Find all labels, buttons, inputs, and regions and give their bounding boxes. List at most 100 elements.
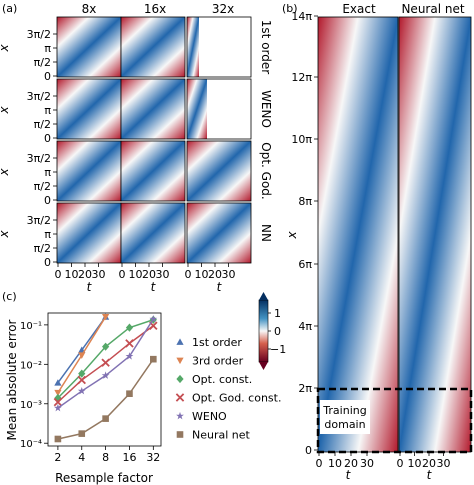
heatmap-fill — [187, 203, 251, 263]
legend-label: Opt. God. const. — [192, 392, 281, 405]
panel-c-ytick: 10⁻¹ — [20, 321, 42, 332]
data-point — [102, 313, 110, 321]
panel-b-xtick: 30 — [437, 457, 451, 470]
series-opt-const- — [54, 315, 157, 403]
panel-a-ytick: π/2 — [34, 180, 51, 193]
training-domain-label-line1: Training — [322, 404, 366, 417]
panel-b-heatmaps — [317, 16, 472, 453]
panel-c-ytick: 10⁻² — [20, 360, 42, 371]
panel-a-xtick: 10 — [195, 268, 209, 281]
panel-a-ytick: 3π/2 — [27, 152, 51, 165]
panel-a-ylabel: x — [0, 168, 11, 177]
panel-c-label: (c) — [2, 290, 17, 303]
panel-a-ylabel: x — [0, 44, 11, 53]
data-point — [54, 435, 62, 443]
panel-a-ytick: π — [44, 166, 51, 179]
panel-c-xlabel: Resample factor — [55, 471, 153, 485]
data-point — [77, 386, 86, 395]
series-3rd-order — [54, 313, 110, 397]
data-point — [125, 339, 134, 348]
data-point — [78, 352, 86, 359]
colorbar-gradient — [258, 299, 269, 363]
panel-a-ytick: π/2 — [34, 56, 51, 69]
legend-marker — [176, 374, 184, 384]
heatmap-fill — [121, 141, 185, 201]
heatmap-fill — [57, 203, 121, 263]
heatmap-frame — [120, 140, 186, 202]
heatmap-fill — [57, 79, 121, 139]
data-point — [126, 390, 133, 397]
series-neural-net — [54, 355, 157, 443]
panel-a-row-title-first-order: 1st order — [259, 20, 273, 74]
panel-c-ytick: 10⁻³ — [20, 400, 42, 411]
heatmap-weno-16x — [120, 78, 186, 140]
panel-a-ytick: π — [44, 228, 51, 241]
data-point — [125, 323, 134, 332]
data-point — [54, 403, 62, 412]
panel-a-label: (a) — [2, 2, 17, 15]
heatmap-nn-32x — [186, 202, 252, 264]
panel-a: (a) 8x 16x 32x 1st order3π/2ππ/20xWENO3π… — [0, 2, 273, 294]
panel-a-ytick: 3π/2 — [27, 28, 51, 41]
panel-c-xtick: 8 — [102, 451, 109, 464]
heatmap-frame — [317, 16, 399, 453]
colorbar-tick-0: 0 — [274, 325, 281, 338]
panel-c-xtick: 16 — [122, 451, 136, 464]
heatmap-frame — [120, 78, 186, 140]
heatmap-blank — [199, 17, 251, 77]
heatmap-fill — [121, 203, 185, 263]
heatmap-frame — [398, 16, 472, 453]
panel-b-ylabel: x — [285, 231, 299, 240]
panel-a-xlabel: t — [217, 280, 223, 294]
heatmap-blank — [207, 79, 251, 139]
heatmap-first-order-8x — [56, 16, 122, 78]
legend-label: 3rd order — [192, 355, 244, 368]
panel-a-xlabel: t — [151, 280, 157, 294]
heatmap-fill — [187, 79, 207, 139]
training-domain-label-line2: domain — [324, 418, 365, 431]
training-domain-box — [316, 387, 473, 454]
panel-b-xtick: 0 — [316, 457, 323, 470]
panel-c-xtick: 32 — [146, 451, 160, 464]
heatmap-fill — [399, 17, 471, 452]
panel-a-xtick: 0 — [185, 268, 192, 281]
panel-a-xtick: 0 — [119, 268, 126, 281]
training-domain-label-bg — [320, 400, 370, 434]
heatmap-opt-god-16x — [120, 140, 186, 202]
panel-a-col-title-32x: 32x — [212, 2, 234, 16]
heatmap-fill — [121, 17, 185, 77]
legend-marker — [176, 411, 184, 420]
panel-c-chart: 2 4 8 16 32 10⁻⁴ 10⁻³ 10⁻² 10⁻¹ — [20, 313, 160, 464]
legend-marker — [175, 393, 185, 402]
heatmap-weno-32x — [186, 78, 252, 140]
panel-b-title-neural-net: Neural net — [401, 2, 464, 16]
colorbar-tick-1: 1 — [274, 307, 281, 320]
heatmap-frame — [120, 202, 186, 264]
data-point — [149, 315, 158, 323]
legend-marker — [176, 431, 184, 438]
data-point — [78, 430, 86, 437]
panel-a-ytick: 3π/2 — [27, 214, 51, 227]
panel-b-xlabel: t — [427, 468, 433, 482]
panel-a-xtick: 20 — [78, 268, 92, 281]
panel-b-ytick: 12π — [291, 71, 312, 84]
panel-b-ytick: 6π — [298, 258, 312, 271]
heatmap-weno-8x — [56, 78, 122, 140]
heatmap-frame — [120, 16, 186, 78]
panel-a-xtick: 20 — [142, 268, 156, 281]
colorbar: 1 0 −1 — [258, 292, 286, 370]
data-point — [78, 369, 86, 378]
heatmap-frame — [186, 202, 252, 264]
heatmap-fill — [187, 17, 199, 77]
panel-a-ytick: 0 — [44, 132, 51, 145]
panel-a-col-title-16x: 16x — [144, 2, 166, 16]
panel-a-xlabel: t — [87, 280, 93, 294]
heatmap-opt-god-8x — [56, 140, 122, 202]
panel-b-xtick: 20 — [344, 457, 358, 470]
panel-b-xtick: 0 — [397, 457, 404, 470]
legend-marker — [176, 357, 184, 365]
series-weno — [54, 315, 158, 412]
